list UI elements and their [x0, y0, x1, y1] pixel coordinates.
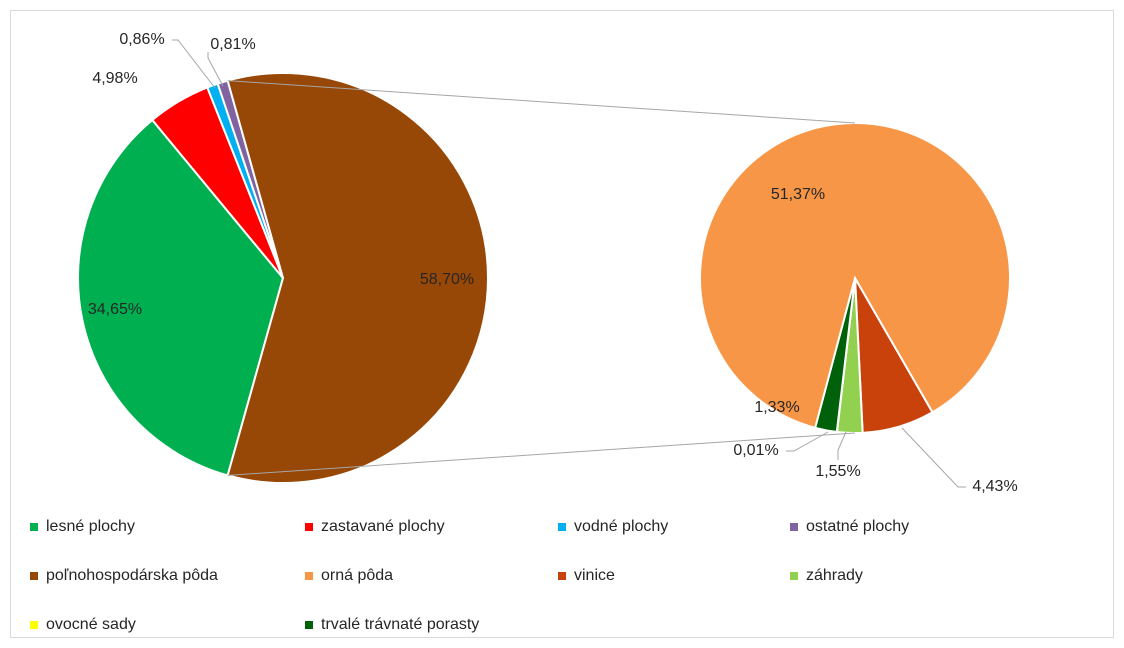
legend-label: lesné plochy — [46, 518, 135, 535]
leader-line — [901, 427, 966, 488]
pie-slice — [226, 72, 490, 484]
connector-line — [227, 432, 856, 476]
legend-label: ostatné plochy — [806, 518, 909, 535]
legend-label: poľnohospodárska pôda — [46, 567, 218, 584]
data-label: 34,65% — [88, 301, 142, 318]
legend-label: záhrady — [806, 567, 863, 584]
legend-swatch — [30, 523, 38, 531]
data-label: 4,43% — [972, 478, 1017, 495]
legend-label: orná pôda — [321, 567, 393, 584]
data-label: 0,81% — [210, 36, 255, 53]
pie-slice — [699, 122, 1011, 430]
pie-slice — [77, 118, 285, 477]
data-label: 4,98% — [92, 70, 137, 87]
legend-swatch — [558, 572, 566, 580]
data-label: 58,70% — [420, 271, 474, 288]
legend-label: ovocné sady — [46, 616, 136, 633]
legend-swatch — [305, 523, 313, 531]
legend-swatch — [790, 523, 798, 531]
legend-swatch — [30, 572, 38, 580]
data-label: 0,86% — [119, 31, 164, 48]
legend-label: zastavané plochy — [321, 518, 445, 535]
legend-swatch — [305, 572, 313, 580]
leader-line — [172, 39, 216, 89]
legend-label: vodné plochy — [574, 518, 668, 535]
legend-swatch — [790, 572, 798, 580]
legend-swatch — [30, 621, 38, 629]
legend-swatch — [305, 621, 313, 629]
legend-swatch — [558, 523, 566, 531]
data-label: 51,37% — [771, 186, 825, 203]
data-label: 1,33% — [754, 399, 799, 416]
data-label: 0,01% — [733, 442, 778, 459]
legend-label: vinice — [574, 567, 615, 584]
leader-line — [786, 431, 829, 452]
leader-line — [837, 431, 847, 460]
leader-line — [207, 52, 224, 87]
connector-line — [227, 80, 856, 124]
legend-label: trvalé trávnaté porasty — [321, 616, 479, 633]
data-label: 1,55% — [815, 463, 860, 480]
